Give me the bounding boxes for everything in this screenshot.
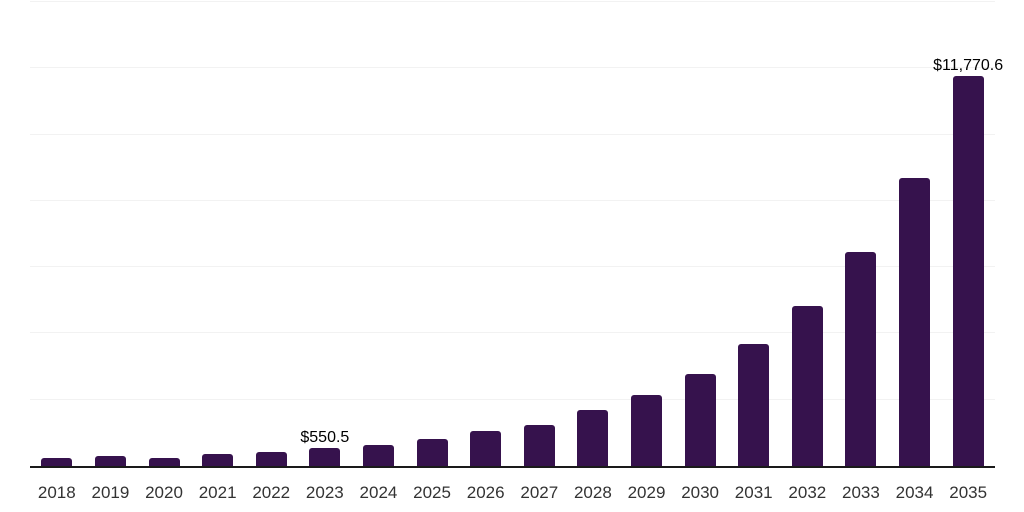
gridline-6000 <box>30 266 995 268</box>
bar-2021 <box>202 454 234 466</box>
bar-slot-2027: 2027 <box>512 2 566 501</box>
bar-2028 <box>577 410 609 466</box>
bar-2027 <box>523 424 555 466</box>
x-tick-label-2035: 2035 <box>949 483 988 502</box>
x-tick-label-2018: 2018 <box>37 483 76 502</box>
bar-slot-2023: $550.5 2023 <box>298 2 352 501</box>
bar-2026 <box>470 431 502 466</box>
bar-slot-2034: 2034 <box>888 2 942 501</box>
bar-slot-2019: 2019 <box>84 2 138 501</box>
data-label-2023: $550.5 <box>300 428 350 446</box>
gridline-12000 <box>30 67 995 69</box>
bar-slot-2025: 2025 <box>405 2 459 501</box>
x-tick-label-2020: 2020 <box>145 483 183 502</box>
data-label-2035: $11,770.6 <box>933 56 1004 74</box>
bar-2034 <box>899 178 931 466</box>
bar-2032 <box>791 305 823 466</box>
x-tick-label-2023: 2023 <box>305 483 344 502</box>
bar-slot-2021: 2021 <box>191 2 245 501</box>
x-tick-label-2025: 2025 <box>413 483 451 502</box>
x-tick-label-2024: 2024 <box>359 483 398 502</box>
bar-slot-2020: 2020 <box>137 2 191 501</box>
bar-slot-2024: 2024 <box>352 2 406 501</box>
x-tick-label-2032: 2032 <box>788 483 827 502</box>
x-tick-label-2031: 2031 <box>734 483 773 502</box>
bar-2019 <box>94 456 126 466</box>
bar-slot-2028: 2028 <box>566 2 620 501</box>
x-tick-label-2030: 2030 <box>681 483 720 502</box>
bar-2018 <box>41 458 73 466</box>
bar-2029 <box>631 395 662 466</box>
bar-2023 <box>309 447 341 466</box>
bar-2030 <box>684 374 716 466</box>
x-tick-label-2022: 2022 <box>252 483 291 502</box>
x-tick-label-2027: 2027 <box>520 483 559 502</box>
bar-slot-2031: 2031 <box>727 2 781 501</box>
gridline-14000 <box>30 1 995 2</box>
bar-slot-2026: 2026 <box>459 2 513 501</box>
bar-slot-2033: 2033 <box>834 2 888 501</box>
x-tick-label-2033: 2033 <box>842 483 880 502</box>
bar-slot-2018: 2018 <box>30 2 84 501</box>
bar-2024 <box>362 445 394 466</box>
gridline-2000 <box>30 398 995 400</box>
gridline-4000 <box>30 332 995 334</box>
bar-slot-2022: 2022 <box>244 2 298 501</box>
x-tick-label-2029: 2029 <box>627 483 666 502</box>
x-tick-label-2026: 2026 <box>466 483 505 502</box>
bars-layer: 2018 2019 2020 2021 2022 $550.5 2023 2024 2025 20… <box>30 2 1003 501</box>
plot-area: 2018 2019 2020 2021 2022 $550.5 2023 2024 2025 20… <box>30 1 1003 501</box>
gridlines-layer <box>30 1 995 466</box>
bar-2033 <box>845 251 877 466</box>
x-tick-label-2034: 2034 <box>895 483 934 502</box>
bar-2022 <box>255 452 287 466</box>
gridline-10000 <box>30 133 995 135</box>
x-tick-label-2028: 2028 <box>573 483 612 502</box>
gridline-8000 <box>30 199 995 201</box>
bar-2035 <box>952 75 984 466</box>
bar-2031 <box>738 344 770 466</box>
bar-2025 <box>416 439 448 466</box>
bar-slot-2029: 2029 <box>620 2 674 501</box>
x-tick-label-2019: 2019 <box>91 483 130 502</box>
bar-slot-2030: 2030 <box>673 2 727 501</box>
bar-2020 <box>148 458 180 466</box>
bar-slot-2032: 2032 <box>781 2 835 501</box>
bar-slot-2035: $11,770.6 2035 <box>933 2 1003 501</box>
x-tick-label-2021: 2021 <box>198 483 237 502</box>
